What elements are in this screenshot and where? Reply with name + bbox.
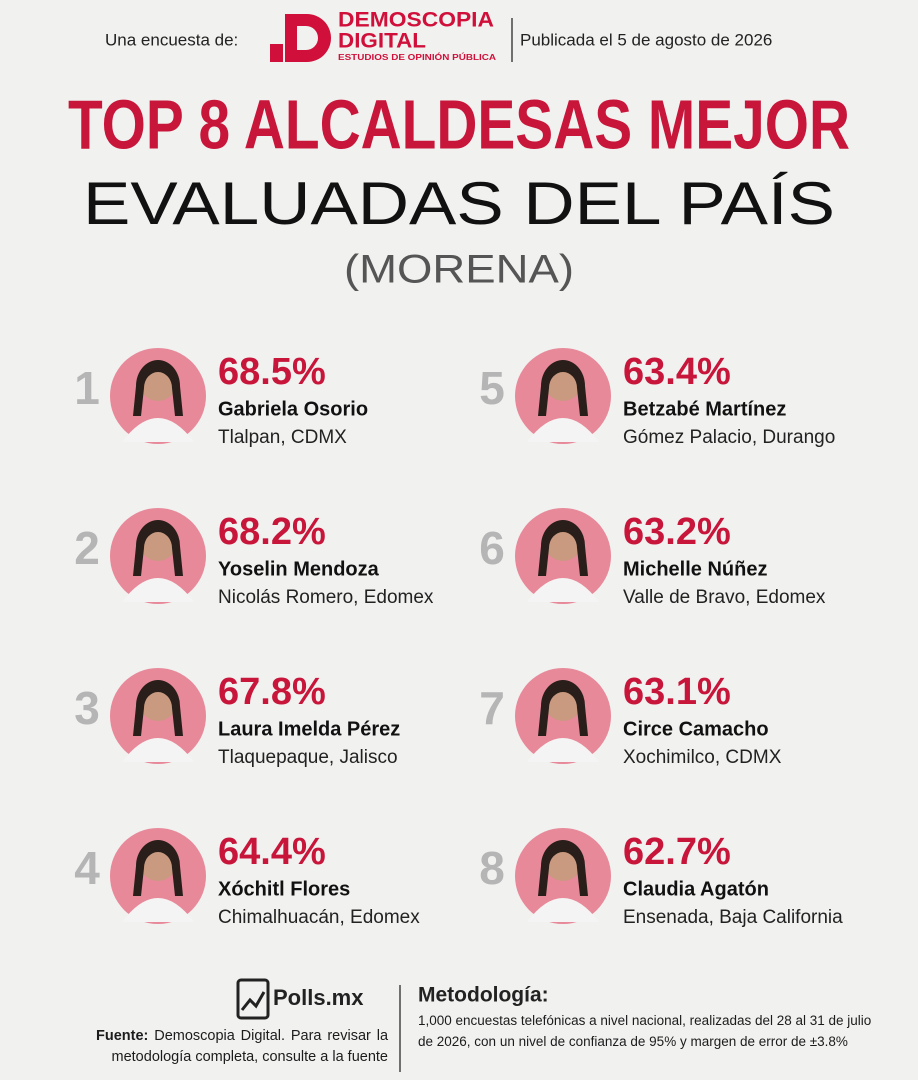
percent: 62.7% [623,831,731,873]
place: Tlalpan, CDMX [218,427,347,448]
rank-number: 4 [74,842,100,894]
ranking-item: 1 68.5% Gabriela Osorio Tlalpan, CDMX [74,348,368,448]
photo-hair [133,680,183,736]
percent: 63.4% [623,351,731,393]
photo-body [527,738,599,762]
photo-body [122,578,194,602]
rank-number: 8 [479,842,505,894]
name: Circe Camacho [623,718,769,740]
source-text: Demoscopia Digital. Para revisar la meto… [111,1028,389,1065]
photo-hair [133,840,183,896]
place: Ensenada, Baja California [623,907,843,928]
title-line1: TOP 8 ALCALDESAS MEJOR [68,85,850,163]
method-title: Metodología: [418,984,549,1007]
place: Nicolás Romero, Edomex [218,587,434,608]
percent: 63.1% [623,671,731,713]
photo-hair [133,360,183,416]
place: Valle de Bravo, Edomex [623,587,826,608]
percent: 68.5% [218,351,326,393]
ranking-item: 6 63.2% Michelle Núñez Valle de Bravo, Edom… [479,508,826,608]
percent: 63.2% [623,511,731,553]
name: Laura Imelda Pérez [218,718,400,740]
photo-body [122,738,194,762]
photo-body [122,418,194,442]
ranking-item: 5 63.4% Betzabé Martínez Gómez Palacio, Dur… [479,348,835,448]
photo-body [527,578,599,602]
percent: 64.4% [218,831,326,873]
photo-hair [133,520,183,576]
polls-logo-icon [236,978,270,1020]
name: Xóchitl Flores [218,878,350,900]
ranking-item: 4 64.4% Xóchitl Flores Chimalhuacán, Edomex [74,828,420,928]
photo-hair [538,840,588,896]
survey-label: Una encuesta de: [105,30,238,49]
source-note: Fuente: Demoscopia Digital. Para revisar… [96,1026,388,1068]
photo-body [527,418,599,442]
method-text: 1,000 encuestas telefónicas a nivel naci… [418,1013,872,1049]
name: Yoselin Mendoza [218,558,380,580]
polls-logo: Polls.mx [273,985,364,1010]
place: Xochimilco, CDMX [623,747,782,768]
name: Michelle Núñez [623,558,767,580]
brand-line2: DIGITAL [338,30,426,53]
rank-number: 6 [479,522,505,574]
rank-number: 3 [74,682,100,734]
rank-number: 5 [479,362,505,414]
photo-hair [538,360,588,416]
photo-body [122,898,194,922]
rank-number: 7 [479,682,505,734]
rank-number: 2 [74,522,100,574]
photo-hair [538,520,588,576]
brand-logo [270,14,331,62]
source-label: Fuente: [96,1028,149,1044]
ranking-item: 8 62.7% Claudia Agatón Ensenada, Baja Calif… [479,828,843,928]
ranking-item: 3 67.8% Laura Imelda Pérez Tlaquepaque, Jal… [74,668,400,768]
title-line3: (MORENA) [344,248,574,292]
photo-body [527,898,599,922]
place: Tlaquepaque, Jalisco [218,747,398,768]
brand-line1: DEMOSCOPIA [338,9,494,32]
ranking-item: 7 63.1% Circe Camacho Xochimilco, CDMX [479,668,782,768]
rank-number: 1 [74,362,100,414]
name: Betzabé Martínez [623,398,786,420]
brand-tagline: ESTUDIOS DE OPINIÓN PÚBLICA [338,53,496,62]
published-date: Publicada el 5 de agosto de 2026 [520,30,772,49]
place: Chimalhuacán, Edomex [218,907,420,928]
title-line2: EVALUADAS DEL PAÍS [83,170,835,237]
percent: 68.2% [218,511,326,553]
place: Gómez Palacio, Durango [623,427,835,448]
ranking-item: 2 68.2% Yoselin Mendoza Nicolás Romero, Edo… [74,508,434,608]
percent: 67.8% [218,671,326,713]
photo-hair [538,680,588,736]
name: Gabriela Osorio [218,398,368,420]
name: Claudia Agatón [623,878,769,900]
